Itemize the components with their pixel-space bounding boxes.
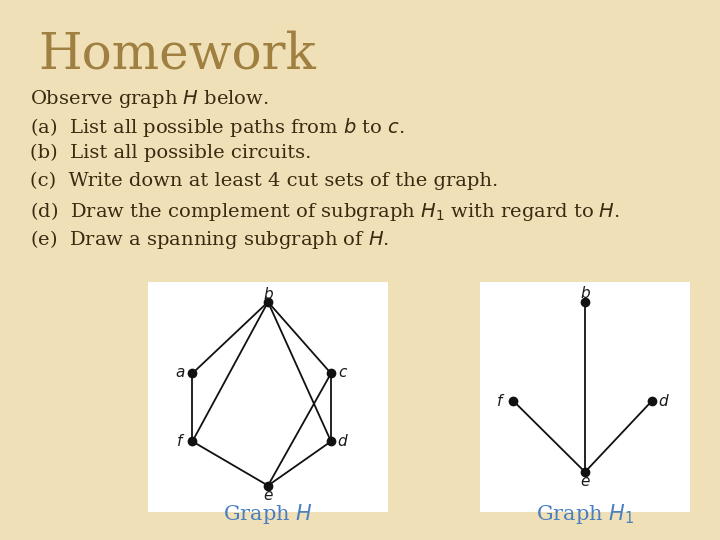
Text: $\mathit{a}$: $\mathit{a}$: [175, 367, 186, 380]
Text: Observe graph $\mathit{H}$ below.: Observe graph $\mathit{H}$ below.: [30, 88, 269, 110]
Text: Homework: Homework: [38, 30, 316, 79]
Text: Graph $\mathit{H}$: Graph $\mathit{H}$: [223, 502, 313, 526]
Text: $\mathit{b}$: $\mathit{b}$: [580, 285, 590, 301]
Text: (a)  List all possible paths from $\mathit{b}$ to $\mathit{c}$.: (a) List all possible paths from $\mathi…: [30, 116, 405, 139]
Text: $\mathit{f}$: $\mathit{f}$: [496, 393, 505, 409]
Text: $\mathit{f}$: $\mathit{f}$: [176, 434, 185, 449]
Text: (b)  List all possible circuits.: (b) List all possible circuits.: [30, 144, 311, 162]
Text: $\mathit{d}$: $\mathit{d}$: [658, 393, 670, 409]
Text: $\mathit{b}$: $\mathit{b}$: [263, 286, 274, 302]
Text: Graph $\mathit{H}_1$: Graph $\mathit{H}_1$: [536, 502, 634, 526]
Text: (d)  Draw the complement of subgraph $\mathit{H}_1$ with regard to $\mathit{H}$.: (d) Draw the complement of subgraph $\ma…: [30, 200, 620, 223]
Text: $\mathit{e}$: $\mathit{e}$: [263, 489, 274, 503]
Text: $\mathit{c}$: $\mathit{c}$: [338, 367, 348, 380]
Text: $\mathit{e}$: $\mathit{e}$: [580, 475, 590, 489]
Text: (e)  Draw a spanning subgraph of $\mathit{H}$.: (e) Draw a spanning subgraph of $\mathit…: [30, 228, 389, 251]
FancyBboxPatch shape: [148, 282, 388, 512]
Text: $\mathit{d}$: $\mathit{d}$: [337, 434, 349, 449]
FancyBboxPatch shape: [480, 282, 690, 512]
Text: (c)  Write down at least 4 cut sets of the graph.: (c) Write down at least 4 cut sets of th…: [30, 172, 498, 190]
